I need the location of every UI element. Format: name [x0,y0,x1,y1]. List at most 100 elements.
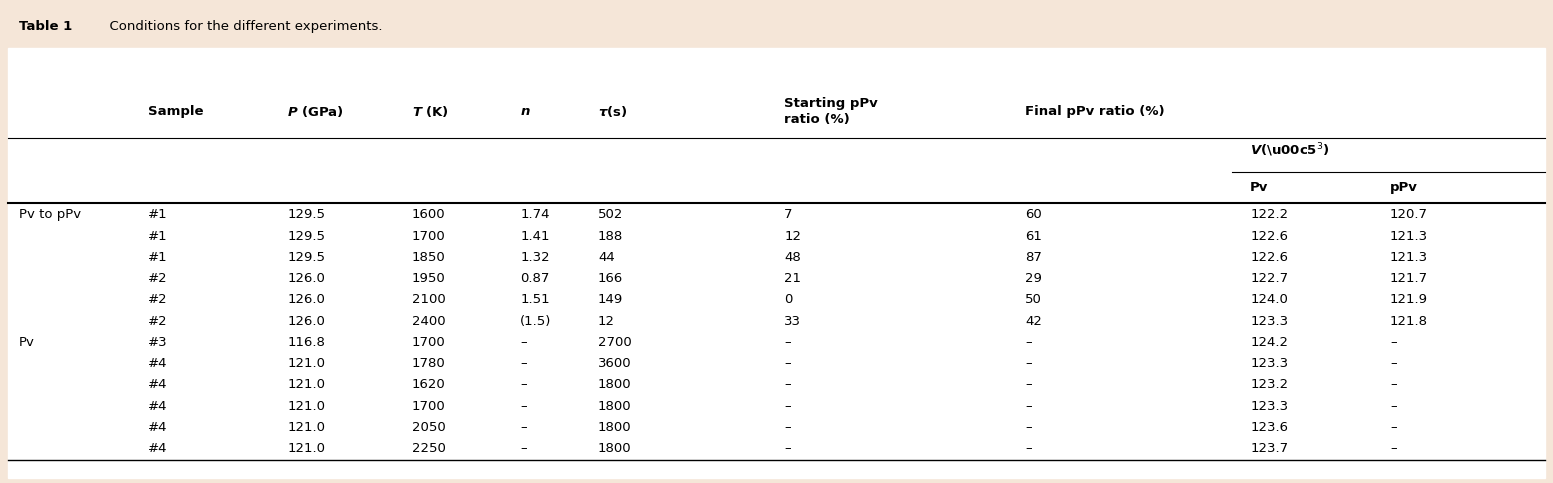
Text: 121.0: 121.0 [287,442,325,455]
Text: –: – [1025,400,1031,412]
Text: #4: #4 [148,442,168,455]
Text: #4: #4 [148,379,168,391]
Text: 121.7: 121.7 [1390,272,1429,285]
Text: –: – [520,336,526,349]
Text: 1700: 1700 [412,400,446,412]
Text: 123.3: 123.3 [1250,357,1289,370]
Text: –: – [784,442,790,455]
Text: 0: 0 [784,294,792,306]
Text: $\bfit{T}$ (K): $\bfit{T}$ (K) [412,104,449,119]
Text: 123.3: 123.3 [1250,315,1289,327]
Bar [0,0,1553,48]
Text: 121.9: 121.9 [1390,294,1427,306]
Text: 1.41: 1.41 [520,230,550,242]
Text: 61: 61 [1025,230,1042,242]
Text: 1700: 1700 [412,230,446,242]
Text: –: – [520,421,526,434]
Bar [8,48,1545,478]
Text: –: – [520,400,526,412]
Text: #4: #4 [148,421,168,434]
Text: 129.5: 129.5 [287,251,325,264]
Text: 188: 188 [598,230,623,242]
Text: –: – [1390,421,1396,434]
Text: 2050: 2050 [412,421,446,434]
Text: –: – [1390,357,1396,370]
Text: 121.0: 121.0 [287,357,325,370]
Text: 1600: 1600 [412,209,446,221]
Text: 121.0: 121.0 [287,421,325,434]
Text: 3600: 3600 [598,357,632,370]
Text: 2700: 2700 [598,336,632,349]
Text: $\bfit{P}$ (GPa): $\bfit{P}$ (GPa) [287,104,345,119]
Text: 116.8: 116.8 [287,336,325,349]
Text: –: – [1390,442,1396,455]
Text: pPv: pPv [1390,181,1418,194]
Text: 1.51: 1.51 [520,294,550,306]
Text: –: – [1025,379,1031,391]
Text: Starting pPv
ratio (%): Starting pPv ratio (%) [784,97,877,126]
Text: 1800: 1800 [598,442,632,455]
Text: Pv to pPv: Pv to pPv [19,209,81,221]
Text: 1.32: 1.32 [520,251,550,264]
Text: 12: 12 [784,230,801,242]
Text: 2400: 2400 [412,315,446,327]
Text: –: – [1025,357,1031,370]
Text: 149: 149 [598,294,623,306]
Text: 1700: 1700 [412,336,446,349]
Text: 126.0: 126.0 [287,294,325,306]
Text: 1950: 1950 [412,272,446,285]
Text: 29: 29 [1025,272,1042,285]
Text: Final pPv ratio (%): Final pPv ratio (%) [1025,105,1165,118]
Text: –: – [520,442,526,455]
Text: 1620: 1620 [412,379,446,391]
Text: 502: 502 [598,209,623,221]
Text: 121.0: 121.0 [287,400,325,412]
Text: 122.6: 122.6 [1250,230,1287,242]
Text: Table 1: Table 1 [19,20,71,33]
Text: $\bfit{V}$(\u00c5$^3$): $\bfit{V}$(\u00c5$^3$) [1250,142,1329,159]
Text: 33: 33 [784,315,801,327]
Text: 1850: 1850 [412,251,446,264]
Text: 129.5: 129.5 [287,209,325,221]
Text: 50: 50 [1025,294,1042,306]
Text: 129.5: 129.5 [287,230,325,242]
Text: #2: #2 [148,315,168,327]
Text: –: – [784,379,790,391]
Text: 1800: 1800 [598,421,632,434]
Text: 124.0: 124.0 [1250,294,1287,306]
Text: 0.87: 0.87 [520,272,550,285]
Text: Sample: Sample [148,105,203,118]
Text: –: – [784,357,790,370]
Text: 2100: 2100 [412,294,446,306]
Text: –: – [1390,336,1396,349]
Text: –: – [1390,400,1396,412]
Text: 122.7: 122.7 [1250,272,1289,285]
Text: 87: 87 [1025,251,1042,264]
Text: 124.2: 124.2 [1250,336,1287,349]
Text: 121.8: 121.8 [1390,315,1427,327]
Text: 7: 7 [784,209,792,221]
Text: –: – [784,400,790,412]
Text: –: – [520,379,526,391]
Text: 123.6: 123.6 [1250,421,1287,434]
Text: 121.3: 121.3 [1390,230,1429,242]
Text: #2: #2 [148,294,168,306]
Text: 48: 48 [784,251,801,264]
Text: 21: 21 [784,272,801,285]
Text: #2: #2 [148,272,168,285]
Text: 1.74: 1.74 [520,209,550,221]
Text: $\bfit{\tau}$(s): $\bfit{\tau}$(s) [598,104,627,119]
Text: 123.7: 123.7 [1250,442,1289,455]
Text: 60: 60 [1025,209,1042,221]
Text: Pv: Pv [19,336,34,349]
Text: 121.0: 121.0 [287,379,325,391]
Text: #1: #1 [148,209,168,221]
Text: #4: #4 [148,400,168,412]
Text: 1800: 1800 [598,379,632,391]
Text: 120.7: 120.7 [1390,209,1427,221]
Text: 44: 44 [598,251,615,264]
Text: 126.0: 126.0 [287,315,325,327]
Text: 166: 166 [598,272,623,285]
Text: 2250: 2250 [412,442,446,455]
Text: 123.3: 123.3 [1250,400,1289,412]
